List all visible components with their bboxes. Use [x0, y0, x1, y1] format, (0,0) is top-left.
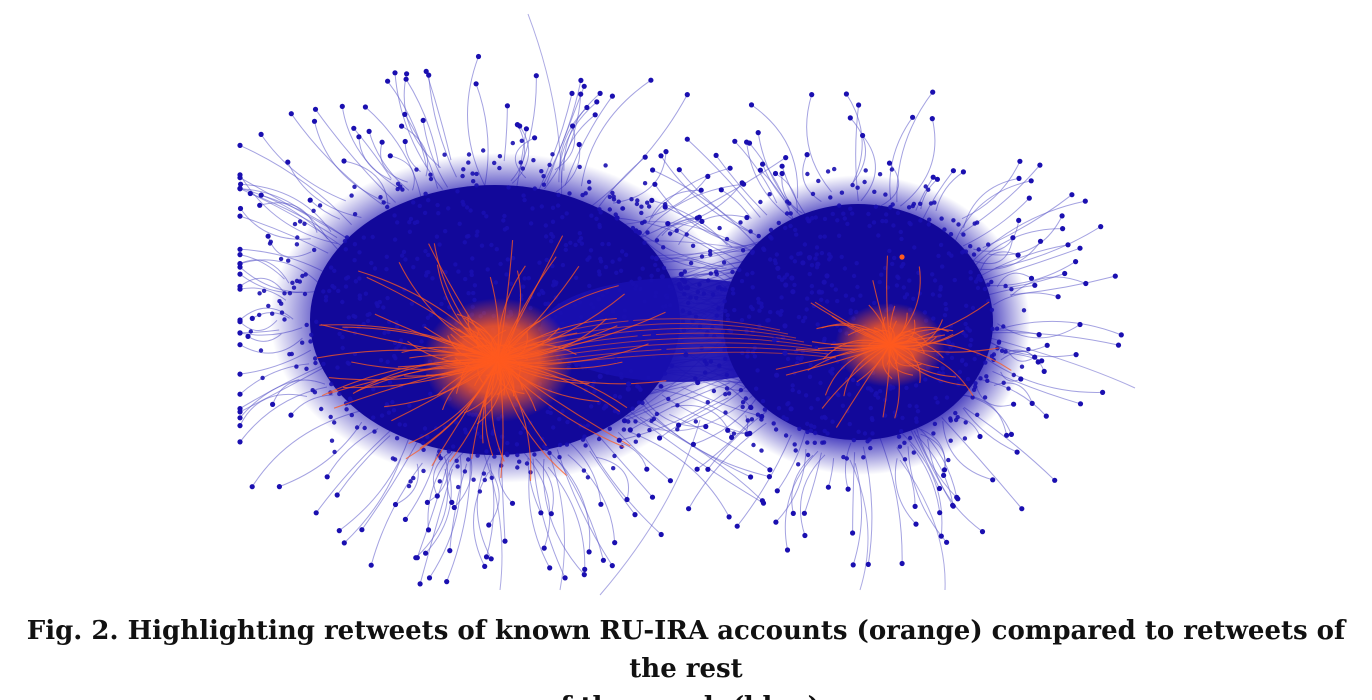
outer-nodes: [237, 53, 1124, 587]
cluster-nodes: [248, 138, 1031, 494]
figure-caption: Fig. 2. Highlighting retweets of known R…: [0, 612, 1372, 700]
orange-edges: [316, 235, 1012, 482]
caption-line-2: of the graph (blue).: [543, 692, 829, 700]
caption-line-1: Fig. 2. Highlighting retweets of known R…: [26, 616, 1346, 684]
retweet-network-graph: [237, 13, 1136, 596]
